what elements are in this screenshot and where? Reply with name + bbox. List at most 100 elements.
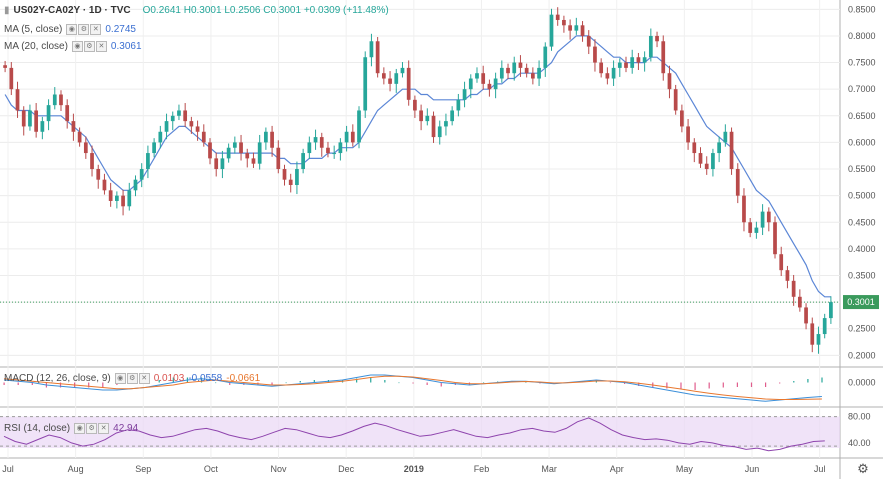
settings-icon[interactable]: ⚙ [78, 24, 90, 35]
close-icon[interactable]: ✕ [90, 24, 102, 35]
candle-body [139, 169, 144, 180]
candle-body [810, 323, 815, 345]
rsi-line [3, 417, 825, 452]
candle-body [96, 169, 101, 180]
time-tick-label: Feb [474, 464, 490, 474]
macd-buttons[interactable]: ◉ ⚙ ✕ [114, 373, 150, 384]
macd-histogram-bar [722, 382, 724, 388]
ma5-label: MA (5, close) [4, 24, 63, 35]
close-icon[interactable]: ✕ [98, 423, 110, 434]
price-tick-label: 0.7500 [848, 58, 876, 68]
candle-body [71, 121, 76, 132]
macd-signal-value: -0.0661 [226, 373, 261, 384]
macd-histogram-bar [440, 382, 442, 387]
candle-body [90, 153, 94, 170]
candle-body [425, 115, 430, 122]
candle-body [611, 67, 616, 79]
eye-icon[interactable]: ◉ [114, 373, 126, 384]
candle-body [357, 110, 361, 143]
settings-icon[interactable]: ⚙ [86, 423, 98, 434]
candle-body [475, 73, 479, 79]
close-icon[interactable]: ✕ [138, 373, 150, 384]
macd-histogram-bar [299, 381, 301, 383]
candle-body [760, 211, 765, 228]
macd-histogram-bar [694, 382, 696, 390]
candle-body [419, 110, 423, 122]
candle-body [15, 89, 20, 111]
candle-body [177, 110, 181, 116]
last-price-badge [843, 295, 879, 310]
ma20-buttons[interactable]: ◉ ⚙ ✕ [71, 41, 107, 52]
candle-body [406, 67, 411, 100]
axes-layer: 0.8500 0.8000 0.7500 0.7000 0.6500 0.6000 0.55… [2, 4, 879, 474]
candle-body [152, 142, 156, 154]
settings-icon[interactable]: ⚙ [126, 373, 138, 384]
time-tick-label: Jun [745, 464, 760, 474]
candle-body [481, 73, 486, 84]
macd-value: -0.0558 [188, 373, 223, 384]
candle-body [822, 318, 827, 335]
macd-histogram-bar [285, 382, 287, 384]
candle-body [146, 153, 150, 170]
price-tick-label: 0.2500 [848, 324, 876, 334]
candle-body [437, 126, 442, 138]
candle-body [512, 62, 517, 74]
eye-icon[interactable]: ◉ [66, 24, 78, 35]
time-tick-label: Sep [135, 464, 151, 474]
candle-body [487, 83, 492, 90]
candle-body [388, 78, 392, 84]
candle-body [239, 142, 243, 154]
candle-body [748, 222, 753, 233]
macd-legend: MACD (12, 26, close, 9) ◉ ⚙ ✕ 0.0103 -0.… [4, 373, 260, 384]
macd-histogram-bar [313, 380, 315, 383]
candle-body [686, 126, 690, 143]
candle-body [189, 121, 194, 127]
last-price-label: 0.3001 [847, 297, 875, 307]
time-tick-label: Nov [271, 464, 288, 474]
macd-histogram-bar [271, 382, 273, 385]
macd-histogram-bar [708, 382, 710, 389]
rsi-buttons[interactable]: ◉ ⚙ ✕ [74, 423, 110, 434]
macd-histogram-bar [31, 382, 33, 385]
candle-body [257, 142, 262, 164]
candle-body [214, 158, 219, 170]
candle-body [655, 35, 659, 42]
close-icon[interactable]: ✕ [95, 41, 107, 52]
macd-histogram-bar [102, 382, 104, 388]
gear-icon[interactable]: ⚙ [857, 462, 869, 477]
candle-body [816, 334, 821, 345]
macd-histogram-bar [779, 382, 781, 384]
eye-icon[interactable]: ◉ [71, 41, 83, 52]
candle-body [375, 41, 380, 74]
eye-icon[interactable]: ◉ [74, 423, 86, 434]
symbol-title: US02Y-CA02Y · 1D · TVC [13, 5, 131, 16]
macd-histogram-bar [215, 382, 217, 384]
macd-histogram-bar [172, 377, 174, 383]
candle-body [245, 153, 250, 159]
settings-icon[interactable]: ⚙ [83, 41, 95, 52]
candle-body [754, 227, 759, 233]
ma5-buttons[interactable]: ◉ ⚙ ✕ [66, 24, 102, 35]
candle-body [201, 131, 206, 143]
macd-histogram-bar [793, 381, 795, 383]
candle-body [344, 131, 349, 143]
candle-body [593, 46, 597, 63]
candle-body [208, 142, 212, 159]
candle-body [692, 142, 697, 154]
candle-body [586, 35, 591, 47]
candle-body [537, 67, 541, 79]
candle-body [462, 89, 467, 100]
candle-body [369, 41, 374, 58]
macd-histogram-bar [821, 377, 823, 383]
candle-body [276, 147, 281, 170]
macd-pane [3, 374, 823, 402]
macd-histogram-bar [158, 380, 160, 383]
candle-body [350, 131, 355, 143]
candle-body [450, 110, 455, 122]
candle-body [232, 142, 237, 148]
candle-body [65, 105, 70, 122]
candle-body [431, 115, 436, 138]
candle-body [115, 195, 119, 201]
